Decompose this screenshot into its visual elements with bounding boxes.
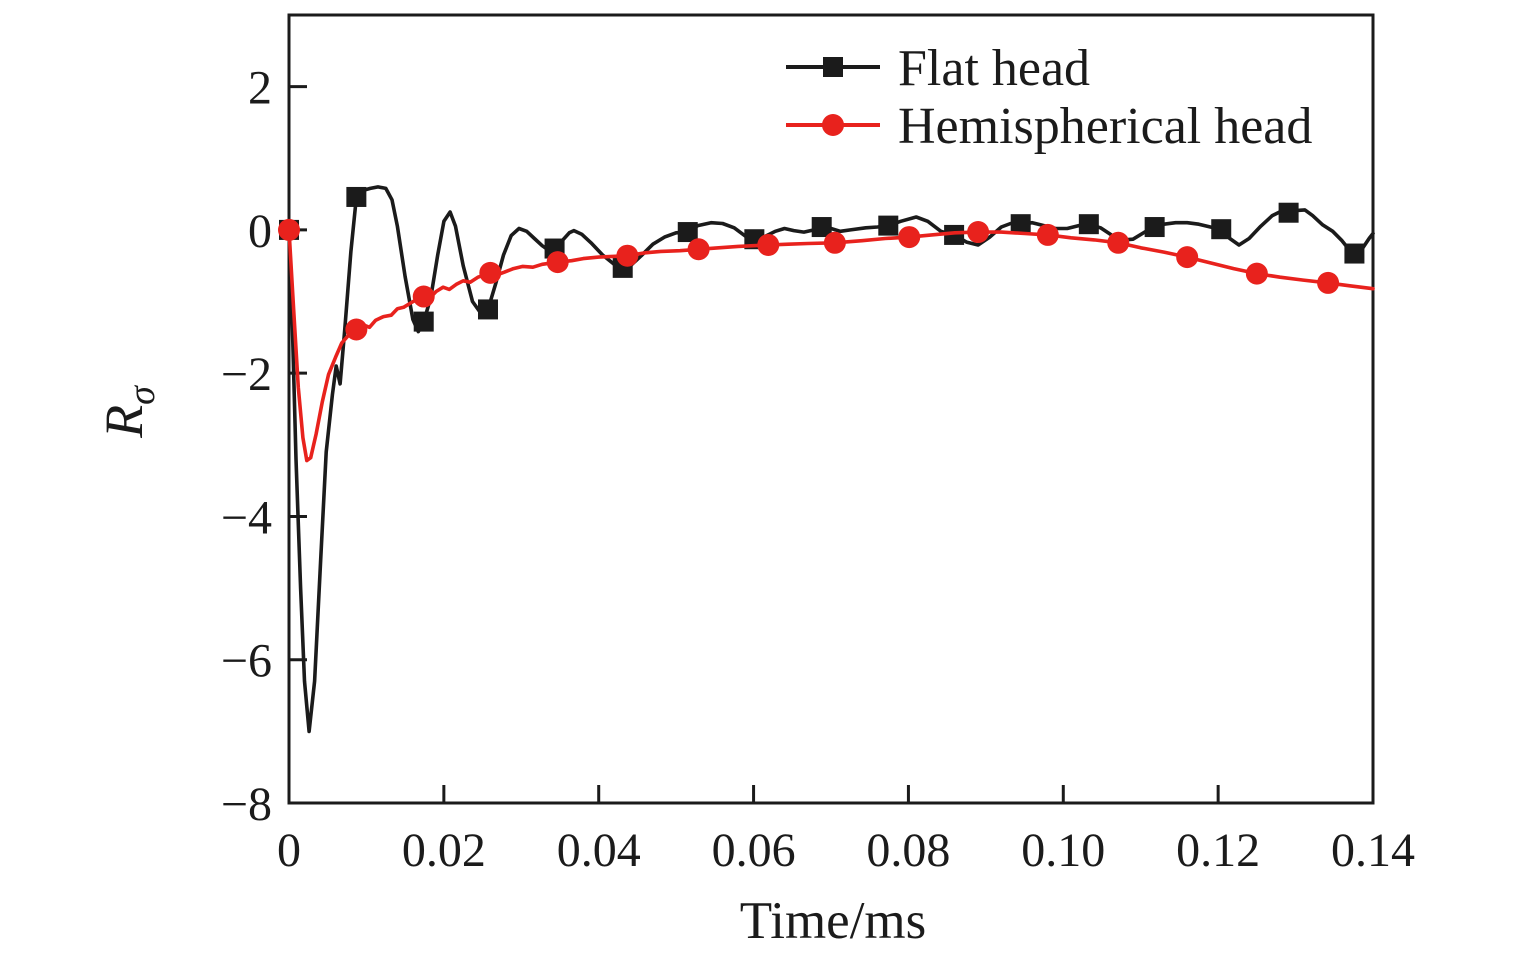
x-tick-label: 0.12 [1176, 824, 1260, 877]
series-line-0 [287, 185, 1375, 734]
y-tick-label: −8 [221, 778, 272, 831]
square-marker [477, 299, 498, 320]
circle-marker [412, 285, 435, 308]
x-tick-label: 0.06 [712, 824, 796, 877]
x-axis-ticks: 0 0.02 0.04 0.06 0.08 0.10 0.12 0.14 [277, 785, 1415, 877]
circle-marker [546, 251, 569, 274]
circle-marker [757, 233, 780, 256]
square-marker [944, 224, 965, 245]
square-marker [346, 186, 367, 207]
plot-area [287, 13, 1375, 805]
square-marker [1278, 202, 1299, 223]
y-tick-label: 2 [248, 62, 272, 115]
legend-label-flat-head: Flat head [898, 40, 1090, 97]
x-tick-label: 0.02 [402, 824, 486, 877]
x-tick-label: 0.04 [557, 824, 641, 877]
circle-marker [898, 226, 921, 249]
square-marker [811, 217, 832, 238]
circle-marker [278, 218, 300, 241]
circle-marker [1176, 246, 1199, 269]
y-tick-label: −6 [221, 635, 272, 688]
circle-marker [1107, 231, 1130, 254]
circle-marker [1036, 223, 1059, 246]
square-marker [1078, 214, 1099, 235]
circle-marker [687, 238, 710, 261]
square-marker [1010, 214, 1031, 235]
circle-marker [479, 261, 502, 284]
circle-marker [1317, 271, 1340, 294]
legend-circle-marker [822, 114, 844, 136]
legend-label-hemispherical-head: Hemispherical head [898, 98, 1312, 155]
x-tick-label: 0.14 [1331, 824, 1415, 877]
x-tick-label: 0 [277, 824, 301, 877]
circle-marker [345, 318, 368, 341]
circle-marker [967, 221, 990, 244]
square-marker [1211, 219, 1232, 240]
y-tick-label: −4 [221, 491, 272, 544]
y-tick-label: −2 [221, 348, 272, 401]
x-tick-label: 0.10 [1021, 824, 1105, 877]
square-marker [1144, 217, 1165, 238]
circle-marker [1245, 262, 1268, 285]
y-axis-title: Rσ [94, 385, 163, 439]
square-marker [413, 311, 434, 332]
circle-marker [823, 231, 846, 254]
legend-square-marker [823, 57, 843, 77]
x-tick-label: 0.08 [866, 824, 950, 877]
square-marker [677, 222, 698, 243]
x-axis-title: Time/ms [740, 892, 927, 950]
series-layer [278, 185, 1375, 734]
series-line-1 [287, 228, 1375, 463]
circle-marker [616, 244, 639, 267]
square-marker [1344, 243, 1365, 264]
y-axis-ticks: 2 0 −2 −4 −6 −8 [221, 62, 307, 831]
legend: Flat head Hemispherical head [786, 40, 1312, 155]
y-tick-label: 0 [248, 205, 272, 258]
square-marker [878, 215, 899, 236]
